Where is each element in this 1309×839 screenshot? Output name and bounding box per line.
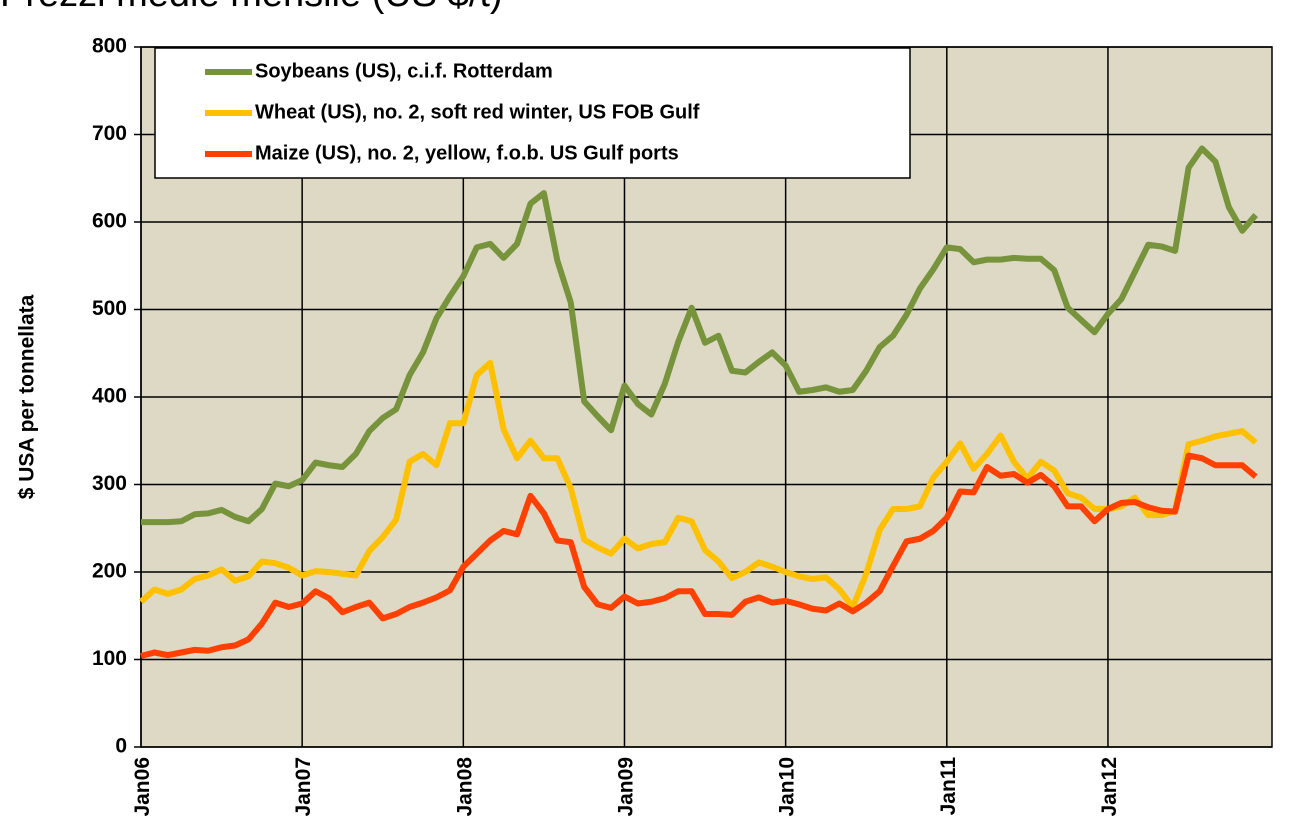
series-line — [138, 359, 1258, 610]
y-tick-label: 100 — [92, 647, 127, 670]
chart-title: Prezzi medie mensile (US $/t) — [0, 0, 503, 15]
x-tick-label: Jan08 — [453, 757, 476, 817]
legend-label: Wheat (US), no. 2, soft red winter, US F… — [255, 101, 700, 123]
y-tick-label: 600 — [92, 210, 127, 233]
x-tick-label: Jan09 — [614, 757, 637, 817]
y-tick-label: 300 — [92, 472, 127, 495]
legend-label: Soybeans (US), c.i.f. Rotterdam — [255, 60, 553, 82]
y-tick-label: 400 — [92, 385, 127, 408]
y-tick-label: 500 — [92, 297, 127, 320]
x-tick-label: Jan12 — [1098, 757, 1121, 817]
legend-box — [154, 47, 911, 179]
legend-label: Maize (US), no. 2, yellow, f.o.b. US Gul… — [255, 142, 679, 164]
x-tick-label: Jan11 — [937, 757, 960, 816]
plot-border — [140, 46, 1273, 748]
y-tick-label: 200 — [92, 560, 127, 583]
y-axis-label: $ USA per tonnellata — [16, 294, 39, 499]
y-tick-label: 800 — [92, 35, 127, 58]
x-tick-label: Jan07 — [292, 757, 315, 817]
x-tick-label: Jan10 — [776, 757, 799, 817]
y-tick-label: 0 — [115, 735, 127, 758]
series-line — [140, 452, 1258, 659]
x-tick-label: Jan06 — [131, 757, 154, 817]
series-line — [141, 145, 1258, 526]
y-tick-label: 700 — [92, 122, 127, 145]
